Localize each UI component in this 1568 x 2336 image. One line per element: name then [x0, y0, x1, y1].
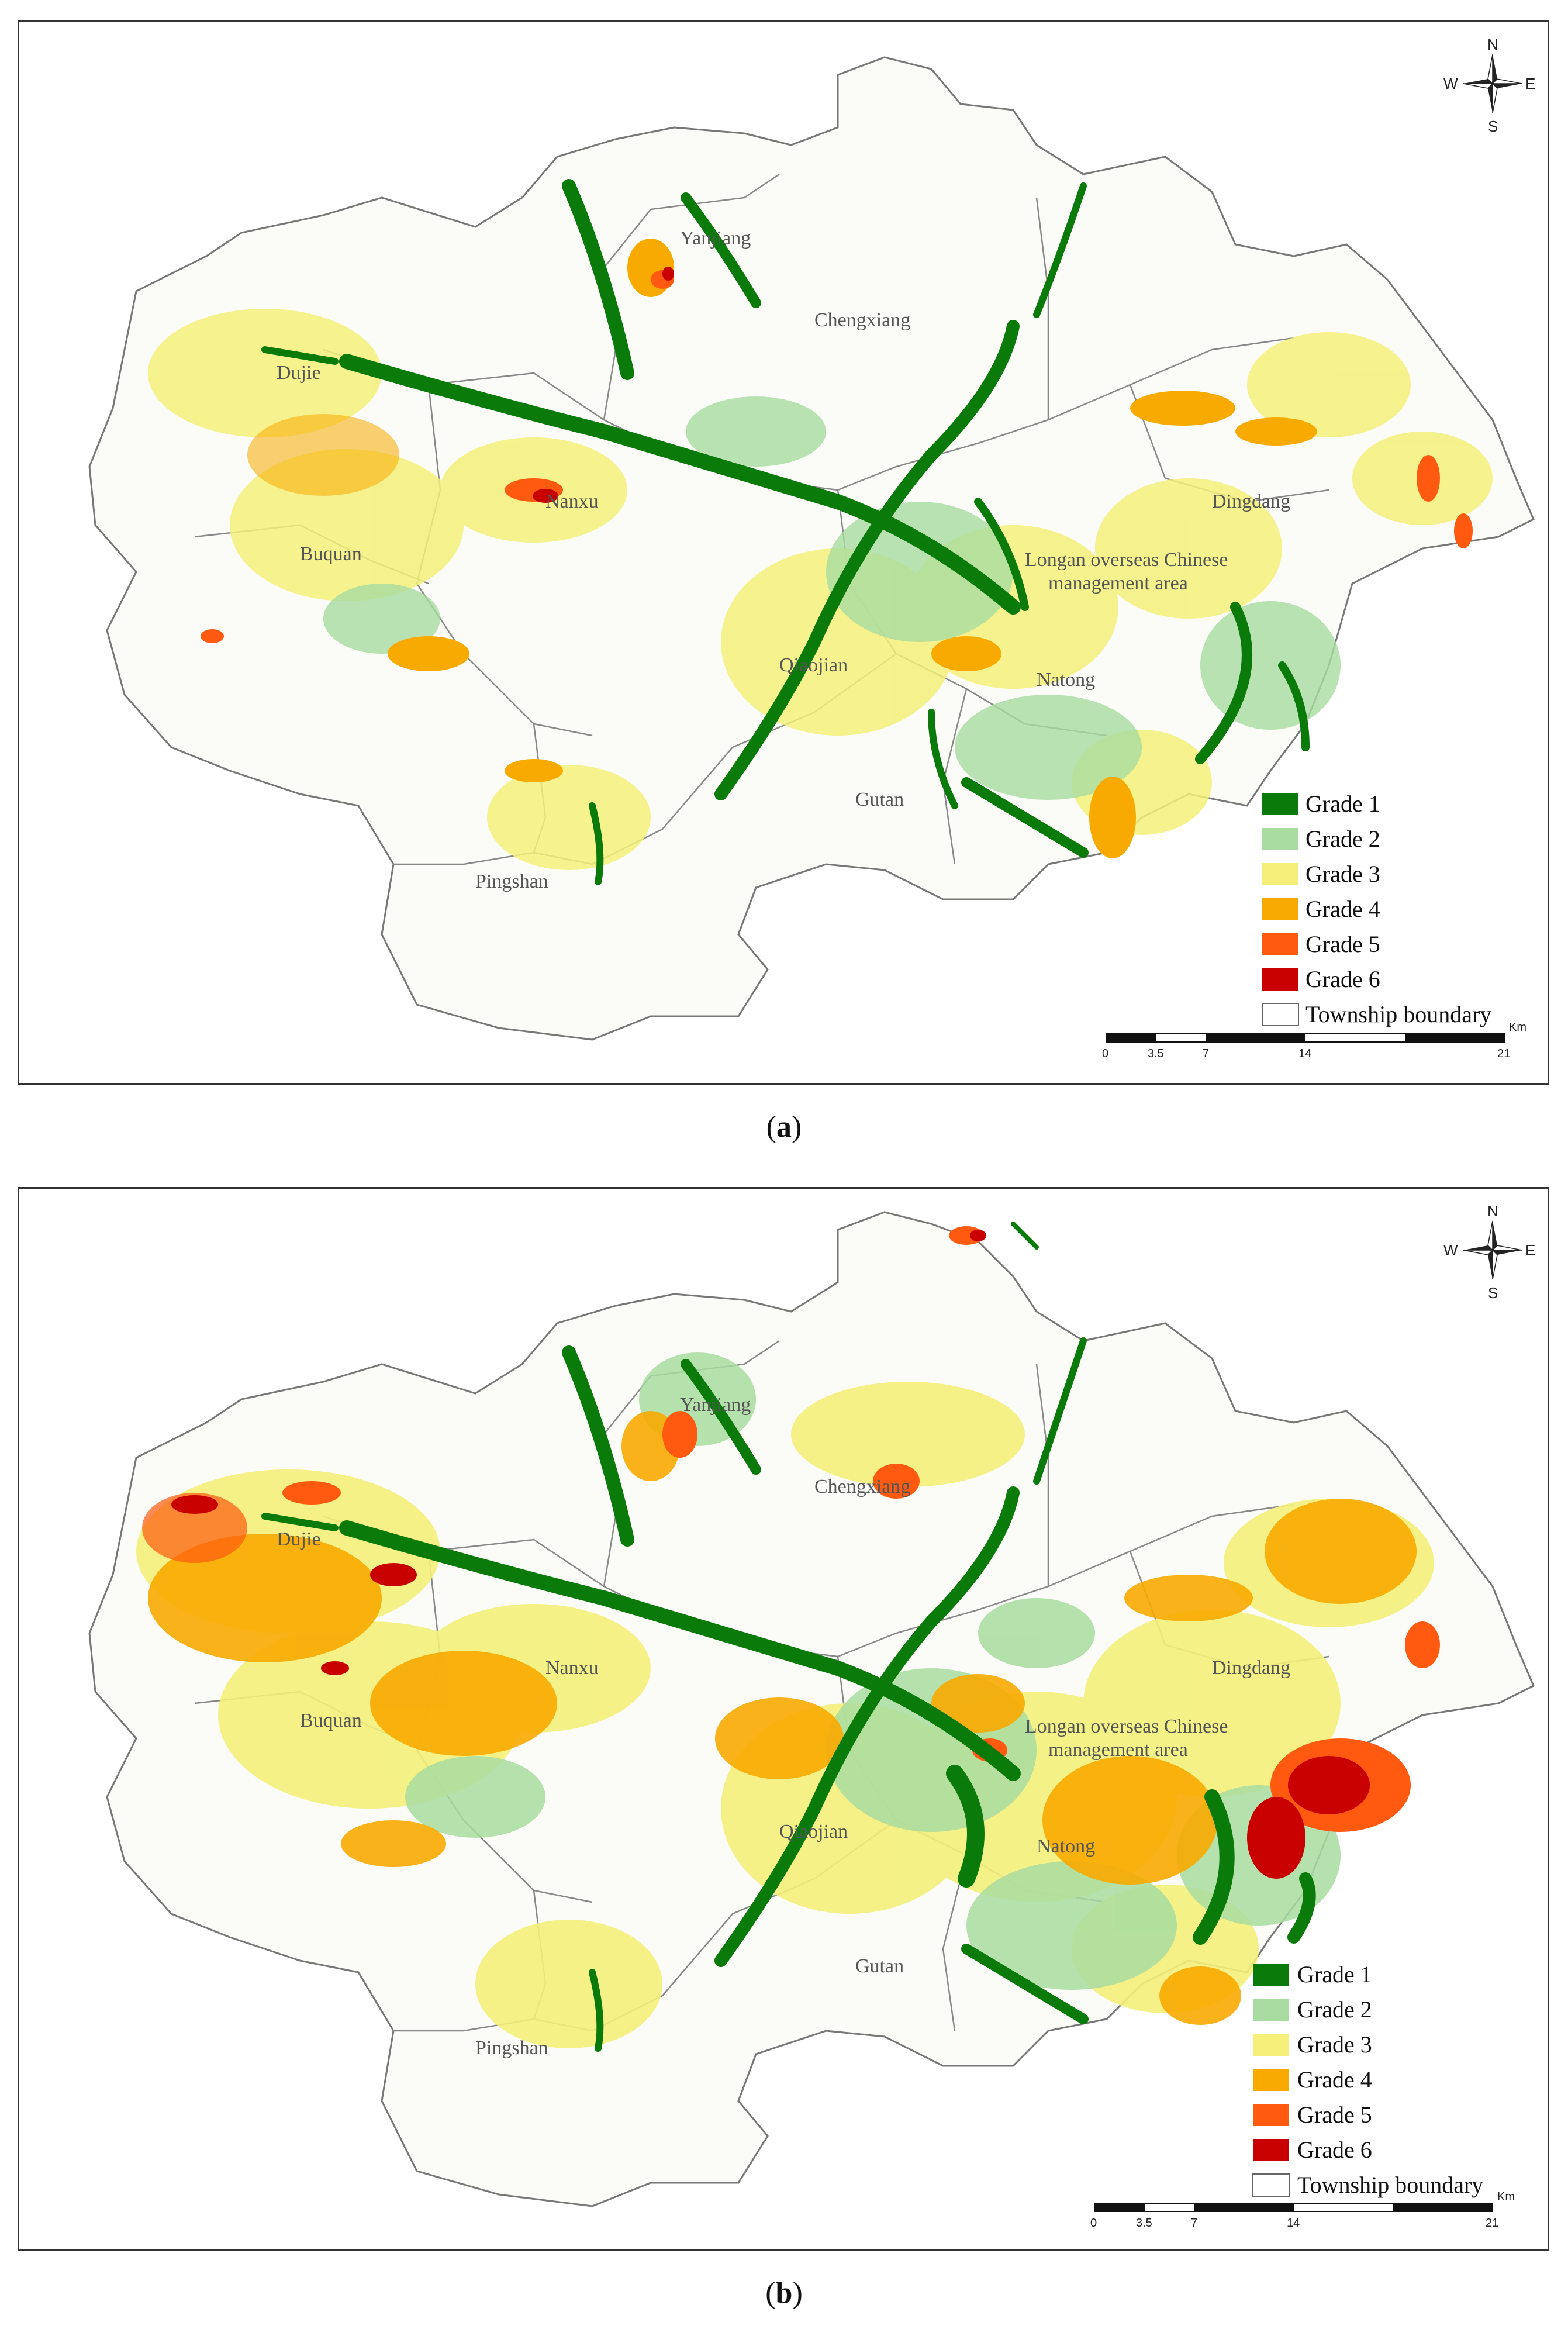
- legend-swatch-grade-6: [1253, 2139, 1289, 2161]
- legend-label-township-boundary: Township boundary: [1305, 1001, 1491, 1027]
- legend-swatch-grade-5: [1262, 933, 1298, 955]
- legend-label-grade-2: Grade 2: [1305, 826, 1380, 852]
- scale-tick-21: 21: [1486, 2217, 1498, 2230]
- legend-swatch-grade-1: [1253, 1964, 1289, 1986]
- legend-label-grade-5: Grade 5: [1305, 931, 1380, 957]
- legend-swatch-grade-6: [1262, 968, 1298, 991]
- legend-label-grade-4: Grade 4: [1305, 896, 1380, 922]
- scale-tick-0: 0: [1090, 2217, 1097, 2230]
- scale-tick-3-5: 3.5: [1148, 1047, 1164, 1060]
- label-gutan: Gutan: [855, 1955, 904, 1977]
- map-panel-b: Yanjiang Chengxiang Dujie Nanxu Buquan D…: [18, 1187, 1549, 2251]
- label-natong: Natong: [1037, 669, 1095, 691]
- compass-rose-icon: N S E W: [1443, 36, 1535, 135]
- label-nanxu: Nanxu: [545, 1657, 599, 1679]
- legend-swatch-grade-4: [1253, 2069, 1289, 2091]
- label-dujie: Dujie: [277, 1528, 321, 1550]
- legend-swatch-grade-3: [1262, 863, 1298, 885]
- label-qiaojian: Qiaojian: [779, 654, 848, 676]
- scale-bar: 0 3.5 7 14 21 Km: [1102, 1021, 1526, 1060]
- compass-n: N: [1487, 36, 1498, 53]
- scale-tick-0: 0: [1102, 1047, 1108, 1060]
- map-a-svg: Yanjiang Chengxiang Dujie Nanxu Buquan D…: [88, 36, 1535, 1060]
- legend-swatch-grade-2: [1253, 1999, 1289, 2021]
- compass-e: E: [1525, 1241, 1535, 1259]
- map-b-svg: Yanjiang Chengxiang Dujie Nanxu Buquan D…: [88, 1202, 1535, 2230]
- scale-unit: Km: [1497, 2190, 1515, 2203]
- compass-s: S: [1488, 118, 1498, 135]
- label-yanjiang: Yanjiang: [680, 227, 751, 249]
- scale-tick-14: 14: [1298, 1047, 1311, 1060]
- legend-swatch-grade-4: [1262, 898, 1298, 920]
- caption-b-letter: b: [775, 2276, 793, 2310]
- scale-bar: 0 3.5 7 14 21 Km: [1090, 2190, 1515, 2230]
- scale-tick-21: 21: [1497, 1047, 1510, 1060]
- label-qiaojian: Qiaojian: [779, 1821, 848, 1842]
- legend-swatch-grade-1: [1262, 793, 1298, 815]
- label-yanjiang: Yanjiang: [680, 1394, 751, 1416]
- legend-swatch-grade-2: [1262, 828, 1298, 850]
- legend-label-township-boundary: Township boundary: [1297, 2172, 1483, 2198]
- scale-tick-7: 7: [1191, 2217, 1197, 2230]
- legend-label-grade-2: Grade 2: [1297, 1996, 1372, 2023]
- legend-label-grade-3: Grade 3: [1305, 861, 1380, 887]
- label-chengxiang: Chengxiang: [814, 1476, 910, 1497]
- caption-a-letter: a: [776, 1110, 792, 1144]
- legend-swatch-township-boundary: [1252, 2173, 1290, 2197]
- legend-swatch-grade-5: [1253, 2104, 1289, 2126]
- grade-patches: [136, 1222, 1440, 2052]
- scale-tick-7: 7: [1203, 1047, 1209, 1060]
- grade-patches: [148, 179, 1493, 885]
- caption-a: (a): [766, 1110, 802, 1144]
- label-dujie: Dujie: [277, 362, 321, 384]
- label-pingshan: Pingshan: [475, 871, 548, 892]
- compass-n: N: [1487, 1202, 1498, 1220]
- label-gutan: Gutan: [855, 789, 904, 810]
- label-dingdang: Dingdang: [1212, 491, 1290, 512]
- scale-unit: Km: [1509, 1021, 1526, 1034]
- map-panel-a: Yanjiang Chengxiang Dujie Nanxu Buquan D…: [18, 20, 1549, 1085]
- legend-label-grade-6: Grade 6: [1305, 966, 1380, 992]
- compass-rose-icon: N S E W: [1443, 1202, 1535, 1302]
- caption-b: (b): [765, 2276, 803, 2310]
- legend-label-grade-3: Grade 3: [1297, 2031, 1372, 2058]
- label-longan-1: Longan overseas Chinese: [1025, 549, 1228, 571]
- compass-e: E: [1525, 75, 1535, 92]
- label-natong: Natong: [1037, 1835, 1095, 1857]
- legend-swatch-township-boundary: [1262, 1003, 1299, 1026]
- scale-tick-14: 14: [1287, 2217, 1300, 2230]
- label-pingshan: Pingshan: [475, 2037, 548, 2059]
- scale-tick-3-5: 3.5: [1136, 2217, 1152, 2230]
- label-buquan: Buquan: [300, 543, 362, 565]
- legend-label-grade-4: Grade 4: [1297, 2066, 1372, 2093]
- compass-w: W: [1443, 75, 1458, 92]
- legend-label-grade-5: Grade 5: [1297, 2102, 1372, 2128]
- legend-label-grade-1: Grade 1: [1297, 1961, 1372, 1988]
- label-chengxiang: Chengxiang: [814, 309, 910, 331]
- compass-s: S: [1488, 1284, 1498, 1302]
- compass-w: W: [1443, 1241, 1458, 1259]
- label-nanxu: Nanxu: [545, 491, 599, 512]
- label-longan-1: Longan overseas Chinese: [1025, 1716, 1228, 1737]
- label-longan-2: management area: [1048, 572, 1188, 594]
- legend-label-grade-6: Grade 6: [1297, 2137, 1372, 2163]
- legend-label-grade-1: Grade 1: [1305, 791, 1380, 817]
- legend: Grade 1 Grade 2 Grade 3 Grade 4 Grade 5 …: [1262, 791, 1491, 1027]
- legend: Grade 1 Grade 2 Grade 3 Grade 4 Grade 5 …: [1252, 1961, 1483, 2198]
- label-buquan: Buquan: [300, 1710, 362, 1731]
- label-dingdang: Dingdang: [1212, 1657, 1290, 1679]
- legend-swatch-grade-3: [1253, 2034, 1289, 2056]
- label-longan-2: management area: [1048, 1739, 1188, 1761]
